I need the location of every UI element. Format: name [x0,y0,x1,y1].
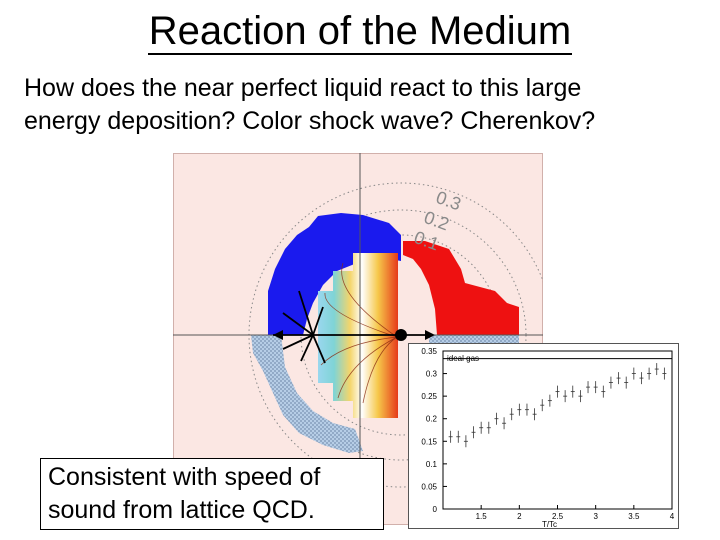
x-tick-label: 3 [593,512,598,521]
y-tick-label: 0.05 [421,482,437,491]
x-tick-label: 3.5 [628,512,640,521]
x-axis-label: T/Tc [542,520,557,529]
y-tick-label: 0.35 [421,347,437,356]
body-line-1: How does the near perfect liquid react t… [24,74,582,102]
y-tick-label: 0.15 [421,437,437,446]
body-text: How does the near perfect liquid react t… [24,72,704,138]
slide-title: Reaction of the Medium [147,9,573,55]
y-tick-label: 0 [433,505,438,514]
y-tick-label: 0.3 [426,370,438,379]
y-tick-label: 0.1 [426,460,438,469]
callout-text: Consistent with speed of sound from latt… [48,461,378,527]
x-tick-label: 4 [670,512,675,521]
y-tick-label: 0.25 [421,392,437,401]
jet-origin [395,329,407,341]
hatched-histogram [251,335,363,453]
hatched-strip [429,335,519,343]
inset-frame [408,343,679,529]
speed-of-sound-chart: 0 0.05 0.1 0.15 0.2 0.25 0.3 0.35 1.5 2 2.5 3 3.5 4 T/… [408,343,679,529]
body-line-2: energy deposition? Color shock wave? Che… [24,107,596,135]
x-tick-label: 2.5 [552,512,564,521]
red-histogram [403,241,519,335]
callout-line-1: Consistent with speed of [48,463,321,491]
y-tick-label: 0.2 [426,415,438,424]
callout-box: Consistent with speed of sound from latt… [40,458,384,530]
blue-histogram [268,213,401,335]
legend-ideal-gas: ideal gas [447,354,479,363]
callout-line-2: sound from lattice QCD. [48,496,315,524]
x-tick-label: 2 [517,512,522,521]
x-tick-label: 1.5 [476,512,488,521]
